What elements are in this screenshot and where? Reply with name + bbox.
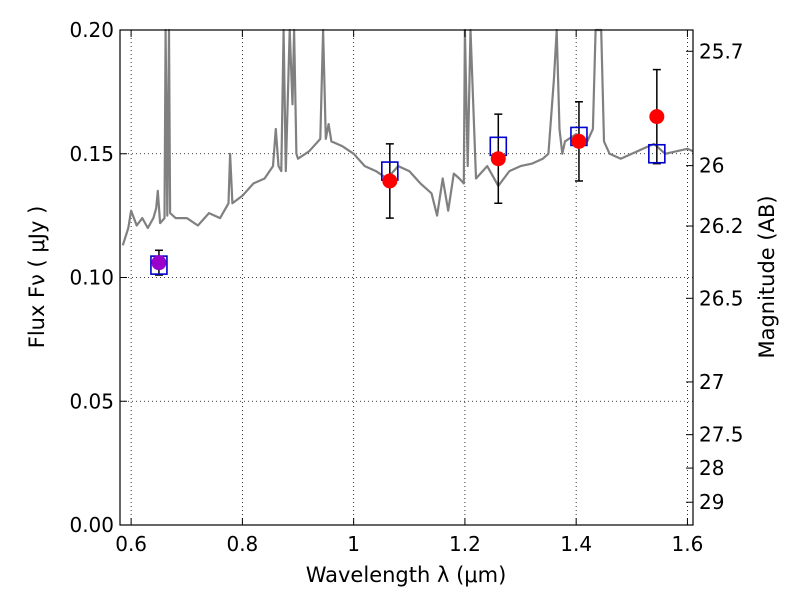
y-tick-label: 0.05 — [69, 389, 114, 413]
x-tick-label: 1.6 — [672, 532, 704, 556]
right-tick-label: 29 — [699, 490, 724, 514]
right-axis-label: Magnitude (AB) — [755, 195, 779, 358]
y-axis-label: Flux Fν ( μJy ) — [25, 206, 49, 349]
y-axis-ticks: 0.00 0.05 0.10 0.15 0.20 — [69, 18, 127, 537]
right-tick-label: 26.2 — [699, 214, 744, 238]
right-tick-label: 27.5 — [699, 423, 744, 447]
x-tick-label: 0.8 — [226, 532, 258, 556]
observed-point — [649, 109, 665, 125]
observed-point — [571, 133, 587, 149]
grid-lines — [120, 29, 693, 526]
observed-point — [382, 173, 398, 189]
x-tick-label: 1.2 — [449, 532, 481, 556]
right-axis-ticks: 25.7 26 26.2 26.5 27 27.5 28 29 — [686, 39, 744, 514]
right-tick-label: 26 — [699, 154, 724, 178]
y-tick-label: 0.15 — [69, 142, 114, 166]
observed-point — [490, 151, 506, 167]
x-tick-label: 0.6 — [115, 532, 147, 556]
x-axis-ticks: 0.6 0.8 1 1.2 1.4 1.6 — [115, 30, 703, 556]
x-tick-label: 1.4 — [560, 532, 592, 556]
x-tick-label: 1 — [347, 532, 360, 556]
right-tick-label: 28 — [699, 456, 724, 480]
model-point — [648, 143, 666, 164]
y-tick-label: 0.10 — [69, 266, 114, 290]
observed-point — [151, 255, 167, 271]
observed-points-layer — [151, 109, 665, 271]
y-tick-label: 0.00 — [69, 513, 114, 537]
right-tick-label: 26.5 — [699, 286, 744, 310]
right-tick-label: 27 — [699, 370, 724, 394]
plot-background — [120, 30, 693, 525]
right-tick-label: 25.7 — [699, 39, 744, 63]
x-axis-label: Wavelength λ (μm) — [306, 563, 507, 587]
y-tick-label: 0.20 — [69, 18, 114, 42]
